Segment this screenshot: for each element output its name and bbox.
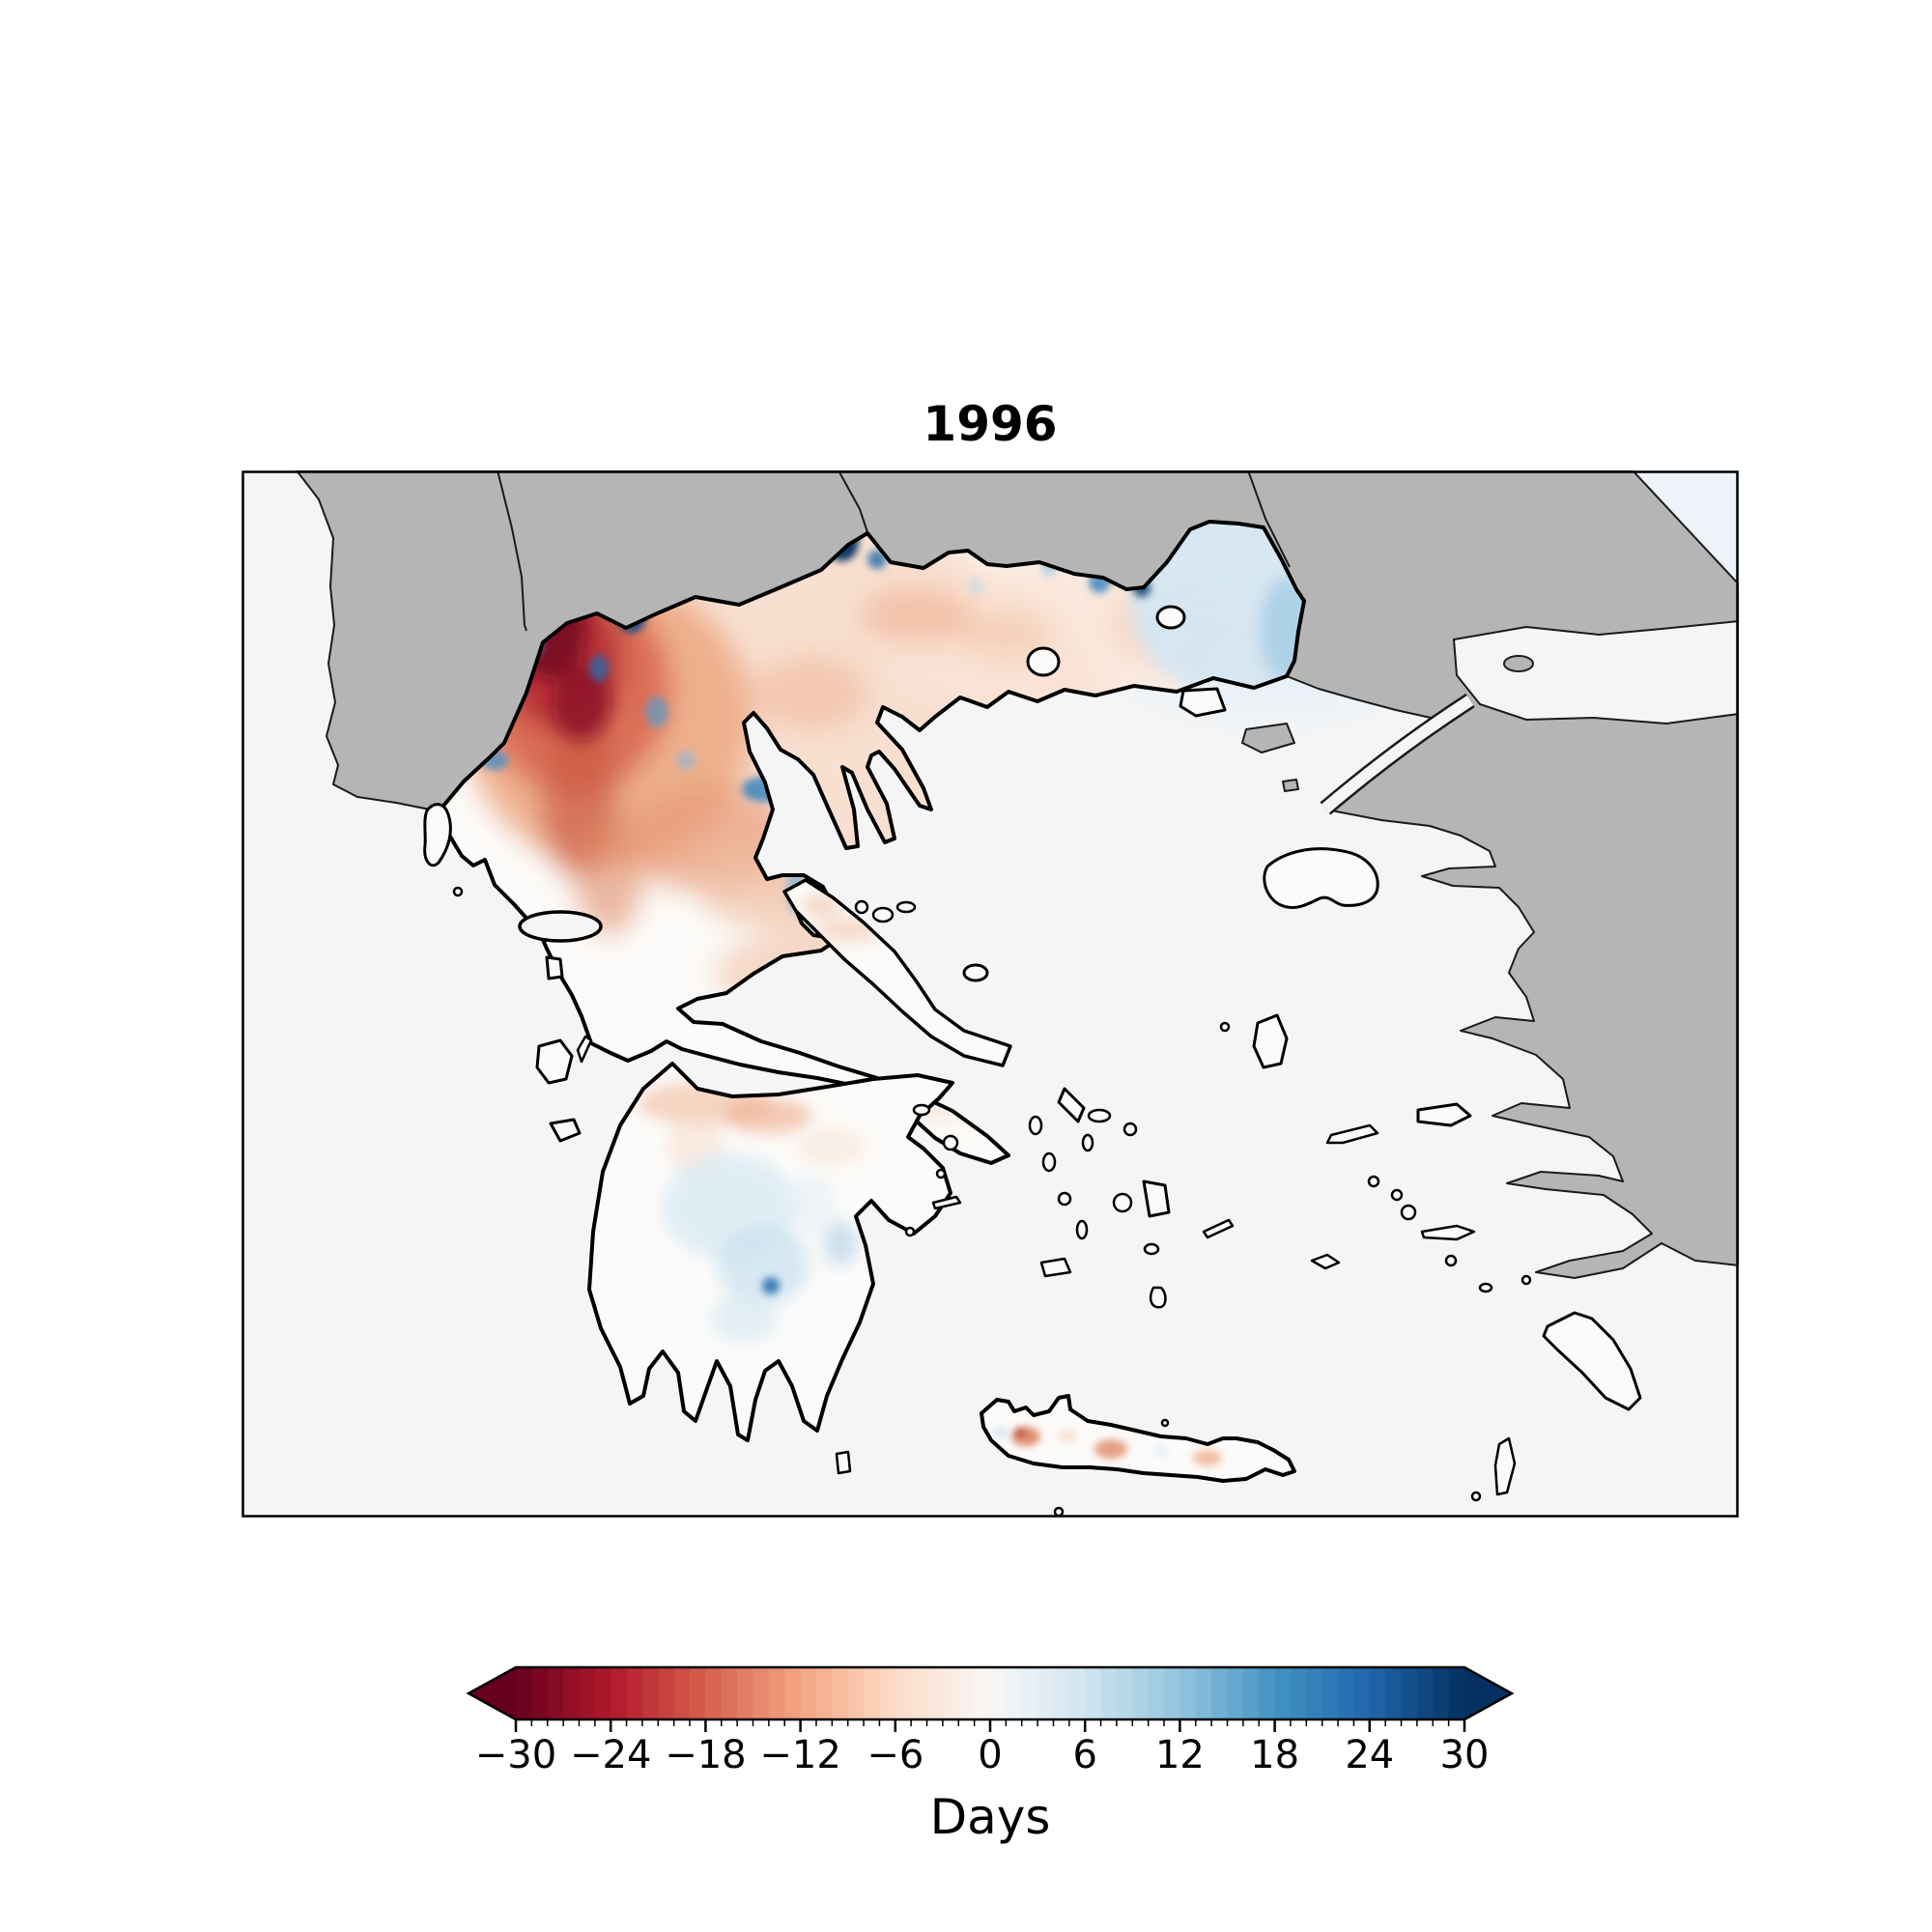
- samothrace-island: [1155, 605, 1186, 630]
- turkish-straits: [1320, 470, 1739, 815]
- peloponnese-anomaly-field: [638, 1082, 865, 1343]
- lesbos-island: [1263, 847, 1379, 909]
- skopelos-island: [871, 906, 895, 923]
- kea-island: [1028, 1115, 1043, 1136]
- dardanelles-strait: [1321, 695, 1474, 813]
- thasos-island: [1026, 646, 1061, 677]
- svg-text:−12: −12: [759, 1733, 840, 1777]
- kythnos-island: [1041, 1151, 1057, 1173]
- ithaki-island: [576, 1035, 593, 1064]
- tenedos-island: [1282, 779, 1299, 792]
- svg-text:−18: −18: [665, 1733, 746, 1777]
- chios-island: [1252, 1013, 1289, 1069]
- amorgos-island: [1202, 1218, 1235, 1239]
- mykonos-island: [1122, 1122, 1138, 1137]
- corfu-island: [423, 803, 452, 867]
- aegina-island: [942, 1134, 959, 1151]
- tilos-island: [1478, 1282, 1493, 1293]
- astypalea-island: [1310, 1253, 1341, 1270]
- syros-island: [1081, 1133, 1094, 1152]
- border-albania-nmacedonia: [497, 470, 527, 632]
- svg-text:−30: −30: [475, 1733, 556, 1777]
- poros-island: [935, 1168, 947, 1179]
- ios-island: [1143, 1242, 1160, 1256]
- kos-island: [1420, 1224, 1476, 1241]
- milos-island: [1039, 1257, 1072, 1278]
- border-bulgaria-turkey: [1247, 470, 1291, 568]
- paros-island: [1112, 1192, 1133, 1213]
- leros-island: [1390, 1188, 1404, 1202]
- symi-island: [1520, 1274, 1532, 1286]
- imbros-island: [1241, 723, 1295, 753]
- nisyros-island: [1444, 1254, 1458, 1267]
- svg-text:6: 6: [1072, 1733, 1096, 1777]
- tinos-island: [1087, 1108, 1112, 1123]
- santorini-island: [1150, 1286, 1167, 1309]
- salamina-island: [912, 1103, 931, 1117]
- hydra-island: [931, 1195, 962, 1210]
- svg-text:0: 0: [978, 1733, 1002, 1777]
- andros-island: [1057, 1087, 1086, 1123]
- kalymnos-island: [1400, 1204, 1417, 1221]
- map-frame: [242, 470, 1739, 1518]
- ikaria-island: [1325, 1123, 1379, 1145]
- colorbar-ticks: [514, 1719, 1466, 1732]
- lefkada-island: [545, 955, 564, 980]
- greece-anomaly-map: [242, 470, 1739, 1518]
- colorbar-left-arrow: [469, 1667, 516, 1719]
- colorbar-tick-labels: −30 −24 −18 −12 −6 0 6 12 18 24 30: [475, 1733, 1490, 1777]
- paxoi-island: [452, 886, 464, 897]
- country-borders: [497, 470, 1291, 632]
- marmara-island: [1503, 655, 1534, 672]
- border-nmacedonia-bulgaria: [838, 470, 870, 539]
- spetses-island: [904, 1226, 916, 1237]
- serifos-island: [1057, 1191, 1072, 1207]
- svg-text:24: 24: [1345, 1733, 1394, 1777]
- svg-text:12: 12: [1155, 1733, 1205, 1777]
- gavdos-island: [1053, 1506, 1065, 1518]
- skiathos-island: [854, 899, 869, 915]
- svg-text:−6: −6: [867, 1733, 923, 1777]
- svg-text:30: 30: [1440, 1733, 1490, 1777]
- sea-of-marmara: [1452, 619, 1739, 725]
- greek-islands: [423, 605, 1642, 1518]
- alonnisos-island: [895, 900, 917, 914]
- dia-island: [1160, 1418, 1170, 1428]
- patmos-island: [1367, 1175, 1380, 1188]
- kasos-island: [1470, 1491, 1482, 1502]
- kythira-island: [835, 1450, 852, 1475]
- kefalonia-island: [535, 1038, 574, 1085]
- karpathos-island: [1493, 1436, 1517, 1496]
- svg-text:−24: −24: [570, 1733, 651, 1777]
- colorbar-gradient: [516, 1667, 1465, 1719]
- rhodes-island: [1542, 1311, 1642, 1411]
- colorbar-right-arrow: [1464, 1667, 1512, 1719]
- skyros-island: [962, 963, 989, 982]
- zakynthos-island: [549, 1118, 582, 1143]
- sifnos-island: [1075, 1219, 1089, 1240]
- crete-anomaly-field: [993, 1427, 1222, 1466]
- map-title: 1996: [923, 396, 1058, 452]
- samos-island: [1416, 1102, 1472, 1127]
- naxos-island: [1142, 1179, 1171, 1218]
- svg-text:18: 18: [1250, 1733, 1299, 1777]
- limnos-island: [1179, 687, 1227, 718]
- colorbar: −30 −24 −18 −12 −6 0 6 12 18 24 30 Days: [466, 1665, 1515, 1845]
- colorbar-axis-label: Days: [930, 1789, 1051, 1845]
- ambracian-gulf: [518, 910, 603, 943]
- psara-island: [1219, 1021, 1231, 1033]
